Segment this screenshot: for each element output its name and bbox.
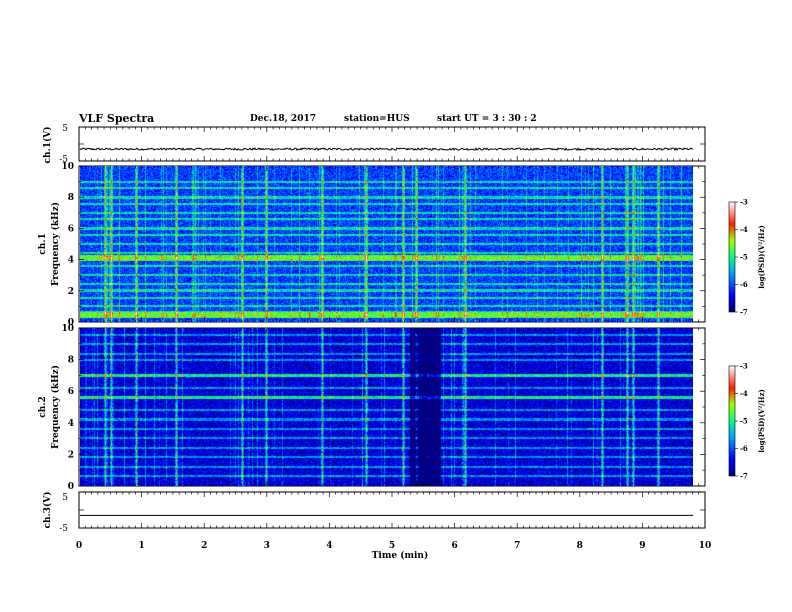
x-tick-label: 8 [577,541,583,551]
freq-tick-label: 10 [61,324,74,334]
freq-tick-label: 4 [68,419,74,429]
x-tick-label: 10 [699,541,712,551]
ch1-ytick-bottom: -5 [59,155,68,165]
ch1-ytick-top: 5 [62,124,68,134]
ch1-spectrogram-ylabel: Frequency (kHz) [50,202,61,286]
x-tick-label: 7 [514,541,520,551]
colorbar-tick-label: -7 [740,472,748,481]
ch2-colorbar-gradient [728,365,736,477]
colorbar-tick-label: -3 [740,362,748,371]
date-label: Dec.18, 2017 [250,114,316,124]
ch1-spectrogram-image [80,166,693,322]
colorbar-tick-label: -5 [740,417,748,426]
colorbar-tick-label: -5 [740,253,748,262]
ch3-ytick-bottom: -5 [59,524,68,534]
ch1-colorbar-label: log(PSD)(V²/Hz) [757,225,766,289]
ch1-waveform-ylabel: ch.1(V) [42,127,53,164]
colorbar-tick-label: -3 [740,198,748,207]
x-tick-label: 2 [201,541,207,551]
station-label: station=HUS [344,114,410,124]
freq-tick-label: 8 [68,356,74,366]
colorbar-tick-label: -4 [740,389,748,398]
colorbar-tick-label: -6 [740,444,748,453]
time-axis: 0 1 2 3 4 5 6 7 8 9 10 [76,541,711,551]
ch1-colorbar-gradient [728,201,736,313]
freq-tick-label: 10 [61,162,74,172]
x-tick-label: 1 [138,541,144,551]
ch1-waveform-trace [79,147,694,152]
ch1-colorbar: -3 -4 -5 -6 -7 log(PSD)(V²/Hz) [728,198,766,317]
ch3-waveform-ylabel: ch.3(V) [42,492,53,529]
freq-tick-label: 0 [68,318,74,328]
ch2-spectrogram-image [80,328,693,486]
colorbar-tick-label: -7 [740,308,748,317]
ch2-colorbar: -3 -4 -5 -6 -7 log(PSD)(V²/Hz) [728,362,766,481]
ch2-colorbar-label: log(PSD)(V²/Hz) [757,389,766,453]
ch2-spectrogram-channel-label: ch.2 [38,396,48,417]
x-tick-label: 3 [264,541,270,551]
ch2-spectrogram-panel: 0 2 4 6 8 10 ch.2 Frequency (kHz) [38,324,706,492]
freq-tick-label: 6 [68,387,74,397]
colorbar-tick-label: -4 [740,225,748,234]
x-tick-label: 5 [389,541,395,551]
freq-tick-label: 4 [68,256,74,266]
ch3-waveform-panel: 5 -5 ch.3(V) [42,491,706,534]
start-time-label: start UT = 3 : 30 : 2 [437,114,537,124]
freq-tick-label: 6 [68,224,74,234]
chart-title: VLF Spectra [79,112,155,125]
freq-tick-label: 2 [68,287,74,297]
ch3-ytick-top: 5 [62,493,68,503]
freq-tick-label: 2 [68,450,74,460]
ch1-spectrogram-panel: 0 2 4 6 8 10 ch.1 Frequency (kHz) [38,162,706,328]
x-axis-label: Time (min) [372,550,429,561]
freq-tick-label: 8 [68,193,74,203]
ch1-waveform-panel: 5 -5 ch.1(V) [42,124,706,165]
ch3-waveform-frame [78,491,706,529]
freq-tick-label: 0 [68,482,74,492]
ch1-spectrogram-channel-label: ch.1 [38,233,48,254]
x-tick-label: 4 [326,541,332,551]
x-tick-label: 0 [76,541,82,551]
x-tick-label: 9 [639,541,645,551]
x-tick-label: 6 [451,541,457,551]
ch2-spectrogram-ylabel: Frequency (kHz) [50,365,61,449]
ch1-waveform-frame [78,126,706,162]
colorbar-tick-label: -6 [740,280,748,289]
